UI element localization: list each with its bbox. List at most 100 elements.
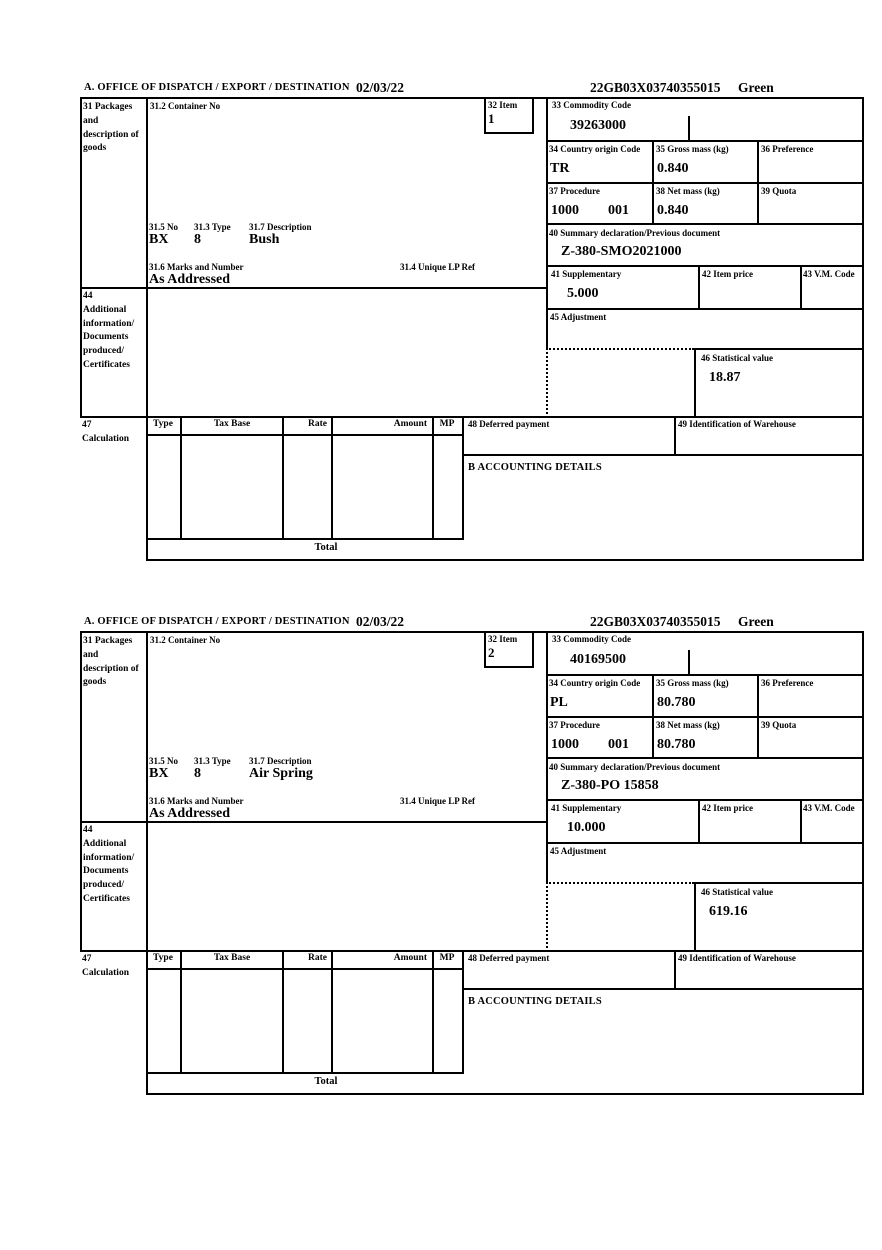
vm-code-label: 43 V.M. Code <box>803 269 855 279</box>
quota-label: 39 Quota <box>761 720 797 730</box>
supplementary-label: 41 Supplementary <box>551 803 622 813</box>
form-border-line <box>757 674 759 759</box>
item-price-label: 42 Item price <box>702 269 753 279</box>
procedure-label: 37 Procedure <box>549 186 600 196</box>
procedure-label: 37 Procedure <box>549 720 600 730</box>
total-label: Total <box>314 1076 338 1087</box>
commodity-code-label: 33 Commodity Code <box>552 634 631 644</box>
package-type-label: 31.3 Type <box>194 756 231 766</box>
form-border-line <box>462 454 864 456</box>
form-border-line <box>694 882 696 952</box>
office-of-dispatch-title: A. OFFICE OF DISPATCH / EXPORT / DESTINA… <box>84 616 350 627</box>
form-border-line <box>546 799 864 801</box>
calc-col-mp: MP <box>439 953 455 963</box>
form-border-line <box>80 97 864 99</box>
preference-label: 36 Preference <box>761 678 814 688</box>
country-origin-label: 34 Country origin Code <box>549 678 641 688</box>
routing-status: Green <box>738 80 774 95</box>
form-border-line <box>80 287 546 289</box>
warehouse-id-label: 49 Identification of Warehouse <box>678 419 796 429</box>
declaration-reference: 22GB03X03740355015 <box>590 80 721 95</box>
form-border-line <box>546 842 864 844</box>
form-border-line <box>80 97 82 418</box>
form-border-line <box>146 968 464 970</box>
form-border-line <box>484 132 534 134</box>
form-border-line <box>331 416 333 540</box>
form-border-line <box>484 631 486 668</box>
deferred-payment-label: 48 Deferred payment <box>468 953 550 963</box>
form-border-line <box>674 950 676 990</box>
form-dotted-line <box>546 348 694 350</box>
form-border-line <box>674 416 676 456</box>
container-no-label: 31.2 Container No <box>150 635 221 645</box>
form-border-line <box>462 416 464 540</box>
form-border-line <box>546 631 548 884</box>
packages-description-label: 31 Packages and description of goods <box>83 636 139 688</box>
form-border-line <box>331 950 333 1074</box>
additional-information-label: 44 Additional information/ Documents prod… <box>83 290 142 373</box>
item-number-label: 32 Item <box>488 100 518 110</box>
statistical-value: 619.16 <box>709 904 748 919</box>
item-number-value: 2 <box>488 645 495 660</box>
procedure-value-1: 1000 <box>551 203 579 218</box>
form-dotted-line <box>546 882 694 884</box>
form-border-line <box>146 538 464 540</box>
declaration-item-section-2: A. OFFICE OF DISPATCH / EXPORT / DESTINA… <box>80 612 864 1104</box>
form-border-line <box>862 97 864 561</box>
marks-number-label: 31.6 Marks and Number <box>149 262 244 272</box>
form-dotted-line <box>546 348 548 418</box>
country-origin-label: 34 Country origin Code <box>549 144 641 154</box>
package-type-value: 8 <box>194 766 201 781</box>
calc-col-rate: Rate <box>308 953 327 963</box>
package-type-value: 8 <box>194 232 201 247</box>
vm-code-label: 43 V.M. Code <box>803 803 855 813</box>
form-border-line <box>462 950 464 1074</box>
box44-text: Additional information/ Documents produc… <box>83 304 135 370</box>
summary-declaration-label: 40 Summary declaration/Previous document <box>549 762 721 772</box>
goods-description-label: 31.7 Description <box>249 756 312 766</box>
item-price-label: 42 Item price <box>702 803 753 813</box>
form-border-line <box>862 631 864 1095</box>
goods-description-value: Air Spring <box>249 766 313 781</box>
form-border-line <box>146 631 148 1095</box>
form-dotted-line <box>546 882 548 952</box>
form-border-line <box>800 799 802 844</box>
form-border-line <box>462 988 864 990</box>
supplementary-label: 41 Supplementary <box>551 269 622 279</box>
form-border-line <box>146 1093 864 1095</box>
form-border-line <box>800 265 802 310</box>
form-border-line <box>80 631 82 952</box>
supplementary-value: 10.000 <box>567 820 606 835</box>
form-border-line <box>80 821 546 823</box>
form-border-line <box>532 97 534 134</box>
form-border-line <box>146 434 464 436</box>
statistical-value-label: 46 Statistical value <box>701 887 773 897</box>
statistical-value: 18.87 <box>709 370 741 385</box>
form-border-line <box>757 140 759 225</box>
commodity-code-divider-line <box>688 116 690 140</box>
form-border-line <box>180 416 182 540</box>
form-border-line <box>484 666 534 668</box>
package-no-value: BX <box>149 232 169 247</box>
goods-description-label: 31.7 Description <box>249 222 312 232</box>
form-border-line <box>694 348 864 350</box>
net-mass-value: 0.840 <box>657 203 689 218</box>
form-border-line <box>282 950 284 1074</box>
container-no-label: 31.2 Container No <box>150 101 221 111</box>
net-mass-label: 38 Net mass (kg) <box>656 720 720 730</box>
calc-col-type: Type <box>153 953 173 963</box>
net-mass-value: 80.780 <box>657 737 696 752</box>
warehouse-id-label: 49 Identification of Warehouse <box>678 953 796 963</box>
gross-mass-value: 0.840 <box>657 161 689 176</box>
package-no-label: 31.5 No <box>149 222 178 232</box>
country-origin-value: TR <box>550 161 570 176</box>
supplementary-value: 5.000 <box>567 286 599 301</box>
form-border-line <box>546 757 864 759</box>
calc-col-mp: MP <box>439 419 455 429</box>
form-border-line <box>546 308 864 310</box>
office-of-dispatch-title: A. OFFICE OF DISPATCH / EXPORT / DESTINA… <box>84 82 350 93</box>
form-border-line <box>282 416 284 540</box>
form-border-line <box>652 140 654 225</box>
gross-mass-label: 35 Gross mass (kg) <box>656 144 729 154</box>
calc-col-amount: Amount <box>393 953 427 963</box>
